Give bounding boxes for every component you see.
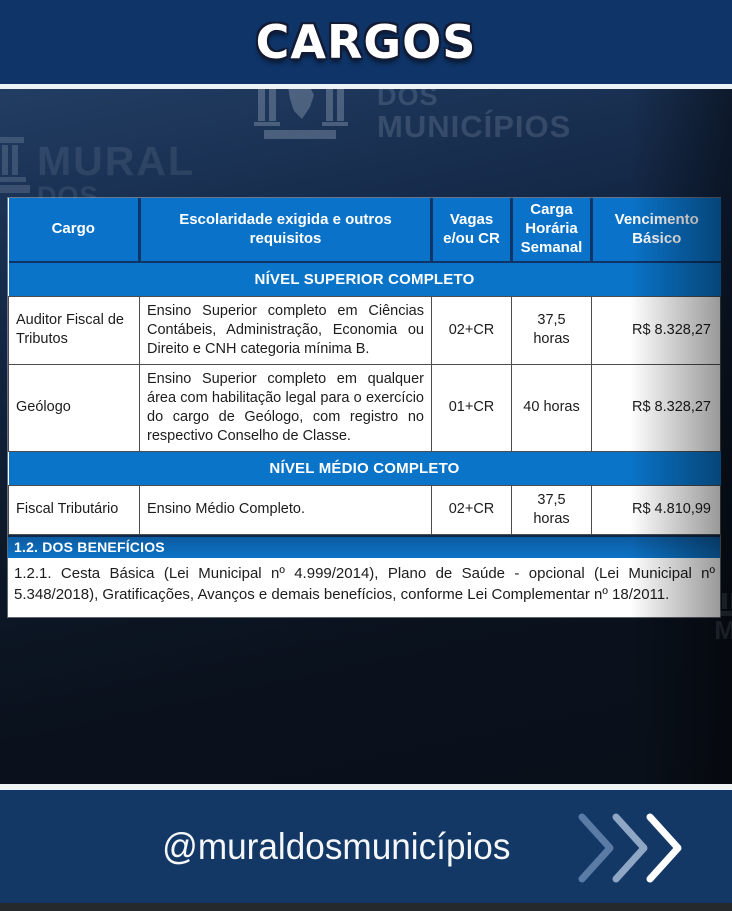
social-handle: @muraldosmunicípios bbox=[161, 825, 511, 867]
columns-logo-icon-small bbox=[0, 137, 34, 195]
benefits-section-heading: 1.2. DOS BENEFÍCIOS bbox=[8, 534, 720, 558]
cell-vagas: 02+CR bbox=[431, 295, 512, 365]
cell-vencimento: R$ 8.328,27 bbox=[591, 363, 721, 452]
cell-carga-horaria: 37,5 horas bbox=[511, 484, 592, 535]
column-header-carga-horaria: Carga Horária Semanal bbox=[511, 198, 593, 263]
footer-separator-line bbox=[0, 784, 732, 790]
cell-escolaridade: Ensino Superior completo em qualquer áre… bbox=[139, 363, 432, 452]
level-section-row: NÍVEL SUPERIOR COMPLETO bbox=[8, 262, 721, 296]
cell-vencimento: R$ 8.328,27 bbox=[591, 295, 721, 365]
watermark-dos-municipios: DOS MUNICÍPIOS bbox=[377, 89, 571, 142]
watermark-text-line: MURAL bbox=[37, 138, 196, 184]
column-header-vencimento: Vencimento Básico bbox=[591, 198, 721, 263]
cell-vagas: 02+CR bbox=[431, 484, 512, 535]
cell-vagas: 01+CR bbox=[431, 363, 512, 452]
watermark-text-line: M bbox=[714, 615, 732, 645]
level-section-title: NÍVEL MÉDIO COMPLETO bbox=[8, 451, 721, 485]
bottom-strip bbox=[0, 903, 732, 911]
benefits-text: 1.2.1. Cesta Básica (Lei Municipal nº 4.… bbox=[14, 564, 715, 603]
watermark-text-line: DOS bbox=[377, 89, 439, 111]
table-header-row: Cargo Escolaridade exigida e outros requ… bbox=[8, 198, 721, 263]
columns-logo-icon bbox=[252, 89, 352, 143]
level-section-title: NÍVEL SUPERIOR COMPLETO bbox=[8, 262, 721, 296]
level-section-row: NÍVEL MÉDIO COMPLETO bbox=[8, 451, 721, 485]
cell-escolaridade: Ensino Superior completo em Ciências Con… bbox=[139, 295, 432, 365]
table-row: Geólogo Ensino Superior completo em qualq… bbox=[8, 363, 721, 452]
cargos-table: Cargo Escolaridade exigida e outros requ… bbox=[8, 198, 721, 535]
footer-band: @muraldosmunicípios bbox=[0, 790, 732, 903]
cell-cargo: Auditor Fiscal de Tributos bbox=[8, 295, 140, 365]
column-header-cargo: Cargo bbox=[8, 198, 141, 263]
content-background: DOS MUNICÍPIOS MURAL DOS M bbox=[0, 89, 732, 784]
column-header-escolaridade: Escolaridade exigida e outros requisitos bbox=[139, 198, 433, 263]
cell-cargo: Geólogo bbox=[8, 363, 140, 452]
top-separator-line bbox=[0, 84, 732, 89]
cell-cargo: Fiscal Tributário bbox=[8, 484, 140, 535]
table-body: NÍVEL SUPERIOR COMPLETO Auditor Fiscal de… bbox=[8, 262, 721, 535]
cell-carga-horaria: 40 horas bbox=[511, 363, 592, 452]
column-header-vagas: Vagas e/ou CR bbox=[431, 198, 513, 263]
cargos-table-card: Cargo Escolaridade exigida e outros requ… bbox=[8, 198, 721, 617]
cell-carga-horaria: 37,5 horas bbox=[511, 295, 592, 365]
next-chevrons-icon[interactable] bbox=[574, 810, 692, 891]
watermark-text-line: MUNICÍPIOS bbox=[377, 108, 572, 144]
table-row: Fiscal Tributário Ensino Médio Completo. 0… bbox=[8, 484, 721, 535]
cell-vencimento: R$ 4.810,99 bbox=[591, 484, 721, 535]
page-title: CARGOS bbox=[255, 15, 477, 69]
cell-escolaridade: Ensino Médio Completo. bbox=[139, 484, 432, 535]
top-band: CARGOS bbox=[0, 0, 732, 84]
table-row: Auditor Fiscal de Tributos Ensino Superio… bbox=[8, 295, 721, 365]
